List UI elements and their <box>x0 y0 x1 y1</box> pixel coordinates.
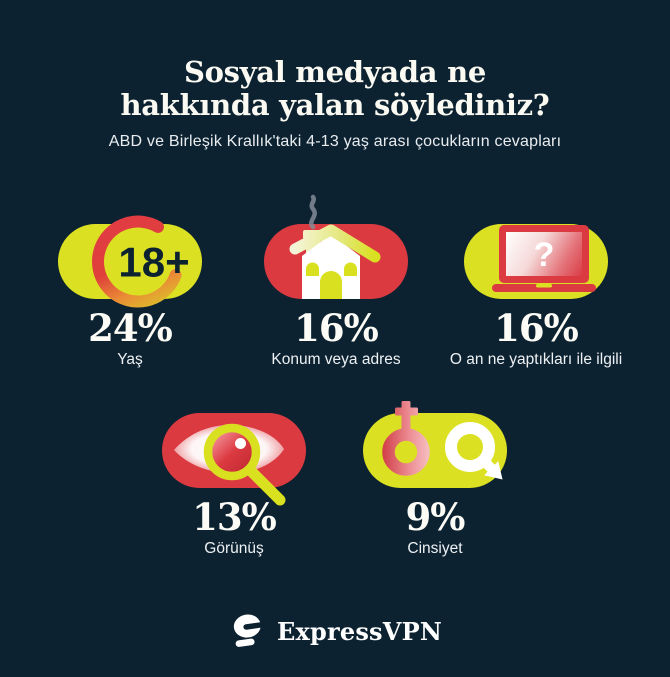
laptop-question-icon: ? <box>464 224 608 299</box>
house-icon <box>264 194 408 299</box>
footer-logo: ExpressVPN <box>0 608 670 654</box>
stat-age-percent: 24% <box>88 306 173 350</box>
magnifier-handle <box>245 465 286 506</box>
stat-activity-percent: 16% <box>494 306 579 350</box>
page-title-line2: hakkında yalan söylediniz? <box>120 88 550 122</box>
stat-activity-label: O an ne yaptıkları ile ilgili <box>449 351 623 368</box>
eye-highlight <box>235 438 246 449</box>
pill-lime <box>58 224 202 299</box>
house-body <box>302 234 360 299</box>
stat-activity: ? 16% O an ne yaptıkları ile ilgili <box>421 194 651 369</box>
eye-magnifier-icon <box>162 413 306 506</box>
male-symbol <box>445 422 503 480</box>
window-right <box>344 262 357 276</box>
magnifier-ring <box>203 423 261 481</box>
door <box>320 271 342 299</box>
stat-gender-percent: 9% <box>405 495 466 539</box>
stat-age: 18+ 24% Yaş <box>15 194 245 369</box>
stat-location-percent: 16% <box>294 306 379 350</box>
roof <box>289 224 381 263</box>
page-subtitle: ABD ve Birleşik Krallık'taki 4-13 yaş ar… <box>108 133 562 150</box>
stat-appearance-percent: 13% <box>192 495 277 539</box>
age-18-plus-icon: 18+ <box>58 215 202 308</box>
gender-symbols-icon <box>363 401 507 488</box>
stat-age-label: Yaş <box>117 351 143 368</box>
window-left <box>306 262 319 276</box>
female-symbol <box>382 401 430 476</box>
stat-appearance: 13% Görünüş <box>119 383 349 558</box>
page-title-line1: Sosyal medyada ne <box>183 55 487 89</box>
stat-gender-label: Cinsiyet <box>407 540 463 557</box>
laptop-screen <box>506 232 582 276</box>
page-title: Sosyal medyada ne hakkında yalan söyledi… <box>0 56 670 122</box>
laptop-notch <box>536 284 552 288</box>
age-badge-text: 18+ <box>118 239 189 286</box>
stat-location-label: Konum veya adres <box>271 351 401 368</box>
stat-gender: 9% Cinsiyet <box>320 383 550 558</box>
brand-name: ExpressVPN <box>277 616 442 646</box>
stat-location: 16% Konum veya adres <box>221 194 451 369</box>
smoke-icon <box>309 194 317 230</box>
expressvpn-logo-icon <box>233 614 265 647</box>
age-ring <box>92 215 182 308</box>
stat-appearance-label: Görünüş <box>204 540 264 557</box>
laptop-base <box>492 284 596 292</box>
question-mark-text: ? <box>534 236 555 274</box>
